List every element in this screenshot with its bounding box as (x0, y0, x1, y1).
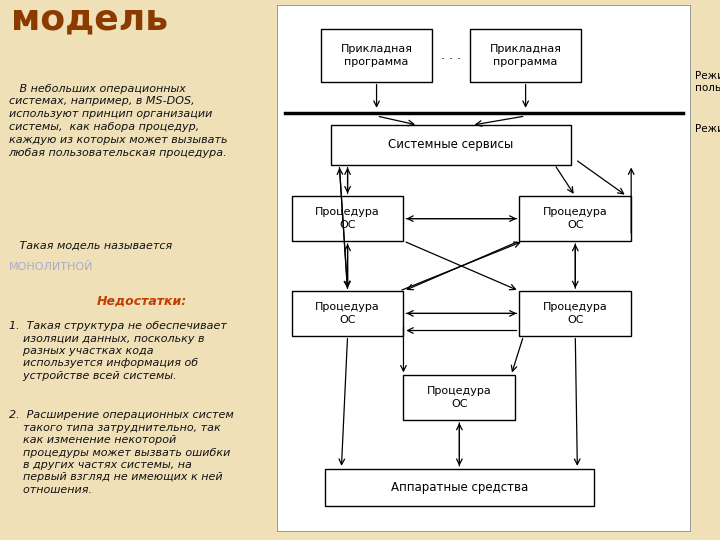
Text: Прикладная
программа: Прикладная программа (341, 44, 413, 66)
Text: Аппаратные средства: Аппаратные средства (391, 481, 528, 494)
Text: Процедура
ОС: Процедура ОС (543, 302, 608, 325)
Text: МОНОЛИТНОЙ: МОНОЛИТНОЙ (9, 262, 93, 272)
Text: Процедура
ОС: Процедура ОС (315, 302, 380, 325)
Text: Процедура
ОС: Процедура ОС (315, 207, 380, 230)
FancyBboxPatch shape (292, 291, 403, 336)
Text: Режим
пользователя: Режим пользователя (696, 71, 720, 92)
Text: 1.  Такая структура не обеспечивает
    изоляции данных, поскольку в
    разных : 1. Такая структура не обеспечивает изоля… (9, 321, 226, 381)
Text: модель: модель (12, 3, 168, 37)
FancyBboxPatch shape (469, 29, 582, 82)
Text: Процедура
ОС: Процедура ОС (543, 207, 608, 230)
Text: Такая модель называется: Такая модель называется (9, 240, 172, 251)
Text: Недостатки:: Недостатки: (97, 294, 187, 307)
Text: 2.  Расширение операционных систем
    такого типа затруднительно, так
    как и: 2. Расширение операционных систем такого… (9, 410, 233, 495)
FancyBboxPatch shape (320, 29, 433, 82)
FancyBboxPatch shape (325, 469, 594, 505)
Text: . . .: . . . (441, 49, 461, 62)
FancyBboxPatch shape (292, 196, 403, 241)
FancyBboxPatch shape (331, 125, 571, 165)
FancyBboxPatch shape (519, 196, 631, 241)
Text: Системные сервисы: Системные сервисы (389, 138, 513, 151)
Text: Прикладная
программа: Прикладная программа (490, 44, 562, 66)
FancyBboxPatch shape (403, 375, 516, 420)
Text: Режим ядра: Режим ядра (696, 124, 720, 134)
Text: В небольших операционных
системах, например, в MS-DOS,
используют принцип органи: В небольших операционных системах, напри… (9, 84, 227, 158)
FancyBboxPatch shape (519, 291, 631, 336)
Text: Процедура
ОС: Процедура ОС (427, 387, 492, 409)
